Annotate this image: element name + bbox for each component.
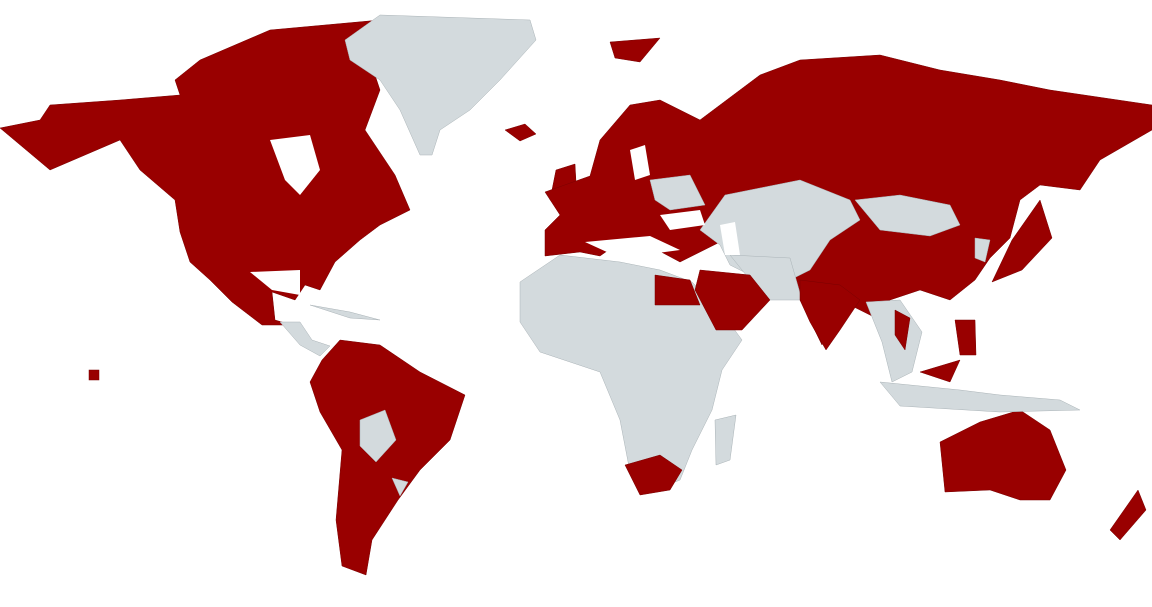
region-southeast-asia[interactable] [865, 299, 923, 383]
region-uruguay[interactable] [391, 477, 409, 497]
region-greenland[interactable] [344, 14, 537, 156]
region-central-america[interactable] [279, 321, 331, 357]
baltic-sea [630, 145, 650, 180]
region-indonesia[interactable] [879, 381, 1081, 413]
hudson-bay [270, 135, 320, 195]
region-new-zealand[interactable] [1109, 489, 1147, 541]
mediterranean-sea [585, 236, 680, 258]
region-japan[interactable] [991, 199, 1053, 283]
region-north-america[interactable] [0, 19, 411, 326]
region-iran[interactable] [729, 254, 803, 301]
region-south-america[interactable] [309, 339, 466, 576]
region-svalbard-arctic[interactable] [609, 37, 661, 63]
region-madagascar[interactable] [714, 414, 737, 466]
gulf-of-mexico [250, 270, 300, 295]
black-sea [660, 210, 705, 230]
region-bolivia[interactable] [359, 409, 397, 463]
region-india[interactable] [799, 279, 861, 351]
region-caribbean[interactable] [309, 304, 381, 321]
region-south-africa[interactable] [624, 454, 683, 496]
other-regions [279, 14, 1081, 497]
region-philippines[interactable] [954, 319, 977, 356]
region-korea[interactable] [974, 237, 991, 263]
region-eastern-europe[interactable] [649, 174, 706, 211]
region-hawaii[interactable] [88, 369, 100, 381]
region-africa[interactable] [519, 254, 743, 493]
region-iceland[interactable] [504, 123, 537, 142]
region-thailand[interactable] [894, 309, 911, 351]
region-malaysia[interactable] [919, 359, 961, 383]
region-mongolia[interactable] [854, 194, 961, 237]
water-bodies [250, 135, 740, 295]
region-australia[interactable] [939, 409, 1067, 501]
region-egypt[interactable] [654, 274, 701, 306]
highlighted-overlays [624, 269, 911, 496]
caspian-sea [720, 222, 740, 255]
region-arabia[interactable] [694, 269, 771, 331]
